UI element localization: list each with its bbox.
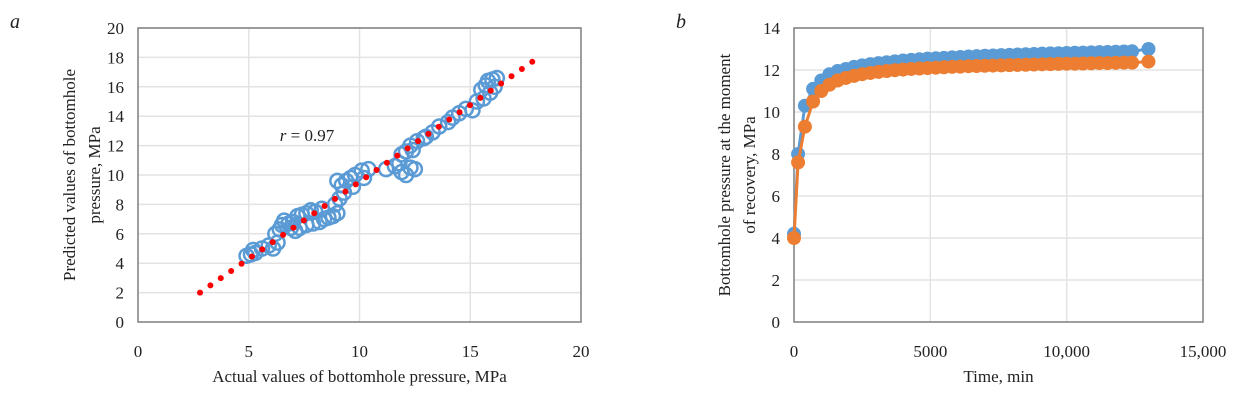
- series-2-point: [1141, 54, 1156, 69]
- y-tick-label: 0: [772, 313, 781, 332]
- y-tick-label: 4: [116, 254, 125, 273]
- plot-frame: [137, 27, 582, 323]
- trendline-dot: [415, 138, 422, 145]
- series-2-point: [791, 155, 806, 170]
- x-tick-label: 20: [573, 342, 590, 361]
- trendline-dot: [207, 282, 214, 289]
- trendline-dot: [311, 210, 318, 217]
- y-axis-label-line: of recovery, MPa: [740, 116, 759, 234]
- x-tick-label: 0: [790, 342, 799, 361]
- trendline-dot: [217, 275, 224, 282]
- trendline-dot: [363, 174, 370, 181]
- trendline-dot: [197, 289, 204, 296]
- trendline-dot: [425, 130, 432, 137]
- x-axis-label: Time, min: [963, 367, 1034, 386]
- y-axis-label-line: pressure, MPa: [85, 126, 104, 224]
- scatter-point: [344, 178, 362, 196]
- scatter-point: [457, 100, 475, 118]
- chart-panel-a: 0 2 4 6 8 10 12 14 16 18 20 0 5 10 15 20 a Actual values …: [10, 11, 590, 386]
- y-tick-label: 12: [763, 61, 780, 80]
- series-2-point: [1125, 55, 1140, 70]
- trendline-dot: [300, 217, 307, 224]
- y-tick-label: 10: [107, 166, 124, 185]
- series-1-point: [1141, 42, 1156, 56]
- trendline-dot: [456, 109, 463, 116]
- y-tick-label: 18: [107, 48, 124, 67]
- trendline-dot: [373, 166, 380, 173]
- scatter-point: [430, 118, 448, 135]
- trendline-dot: [498, 80, 505, 87]
- panel-label: b: [676, 11, 686, 33]
- y-axis-label-line: Bottomhole pressure at the moment: [715, 53, 734, 296]
- trendline-dot: [352, 181, 359, 188]
- scatter-point: [464, 102, 481, 119]
- trendline-dot: [383, 159, 390, 166]
- y-tick-label: 8: [772, 145, 781, 164]
- y-tick-label: 6: [116, 225, 125, 244]
- x-axis-label: Actual values of bottomhole pressure, MP…: [212, 367, 507, 386]
- y-axis-label-line: Predicted values of bottomhole: [60, 69, 79, 281]
- y-tick-label: 14: [763, 19, 781, 38]
- trendline-dot: [487, 87, 494, 94]
- y-tick-label: 20: [107, 19, 124, 38]
- correlation-annotation: r = 0.97: [280, 126, 335, 145]
- y-tick-label: 0: [116, 313, 125, 332]
- x-tick-label: 15: [462, 342, 479, 361]
- trendline-dot: [466, 102, 473, 109]
- y-tick-label: 4: [772, 229, 781, 248]
- trendline-dot: [435, 123, 442, 130]
- trendline-dot: [269, 239, 276, 246]
- trendline-dot: [280, 231, 287, 238]
- series-2-point: [787, 231, 801, 245]
- trendline-dot: [518, 66, 525, 73]
- y-tick-label: 8: [116, 195, 125, 214]
- y-tick-label: 10: [763, 103, 780, 122]
- x-tick-label: 15,000: [1180, 342, 1227, 361]
- trendline-dot: [290, 224, 297, 231]
- trendline-dot: [342, 188, 349, 195]
- series-2-point: [797, 119, 812, 134]
- chart-panel-b: 0 2 4 6 8 10 12 14 0 5000 10,000 15,000 b Time, min Bo…: [676, 11, 1226, 386]
- scatter-point: [353, 162, 370, 179]
- scatter-point: [406, 160, 424, 178]
- y-tick-label: 16: [107, 78, 124, 97]
- y-tick-label: 14: [107, 107, 125, 126]
- x-tick-label: 0: [134, 342, 143, 361]
- trendline-dot: [238, 260, 245, 267]
- panel-label: a: [10, 11, 20, 33]
- trendline-dot: [477, 94, 484, 101]
- scatter-point: [486, 78, 503, 96]
- trendline-dot: [321, 203, 328, 210]
- trendline-dot: [228, 267, 235, 274]
- x-tick-label: 5: [245, 342, 254, 361]
- y-tick-label: 2: [116, 284, 125, 303]
- x-tick-label: 10: [351, 342, 368, 361]
- trendline-dot: [331, 195, 338, 202]
- trendline-dot: [446, 116, 453, 123]
- y-tick-label: 2: [772, 271, 781, 290]
- trendline-dot: [259, 246, 266, 253]
- plot-frame: [793, 27, 1204, 323]
- x-tick-label: 10,000: [1043, 342, 1090, 361]
- trendline-dot: [529, 58, 536, 65]
- y-tick-label: 12: [107, 137, 124, 156]
- series-1-point: [1125, 44, 1140, 59]
- scatter-point: [355, 169, 373, 187]
- y-tick-label: 6: [772, 187, 781, 206]
- scatter-point: [488, 69, 506, 87]
- series-line-2: [792, 60, 1149, 239]
- x-tick-label: 5000: [913, 342, 947, 361]
- trendline-dot: [394, 152, 401, 159]
- series-2-point: [806, 94, 821, 109]
- trendline-dot: [508, 73, 515, 80]
- trendline-dot: [404, 145, 411, 152]
- trendline-dot: [248, 253, 255, 260]
- scatter-point: [439, 113, 457, 131]
